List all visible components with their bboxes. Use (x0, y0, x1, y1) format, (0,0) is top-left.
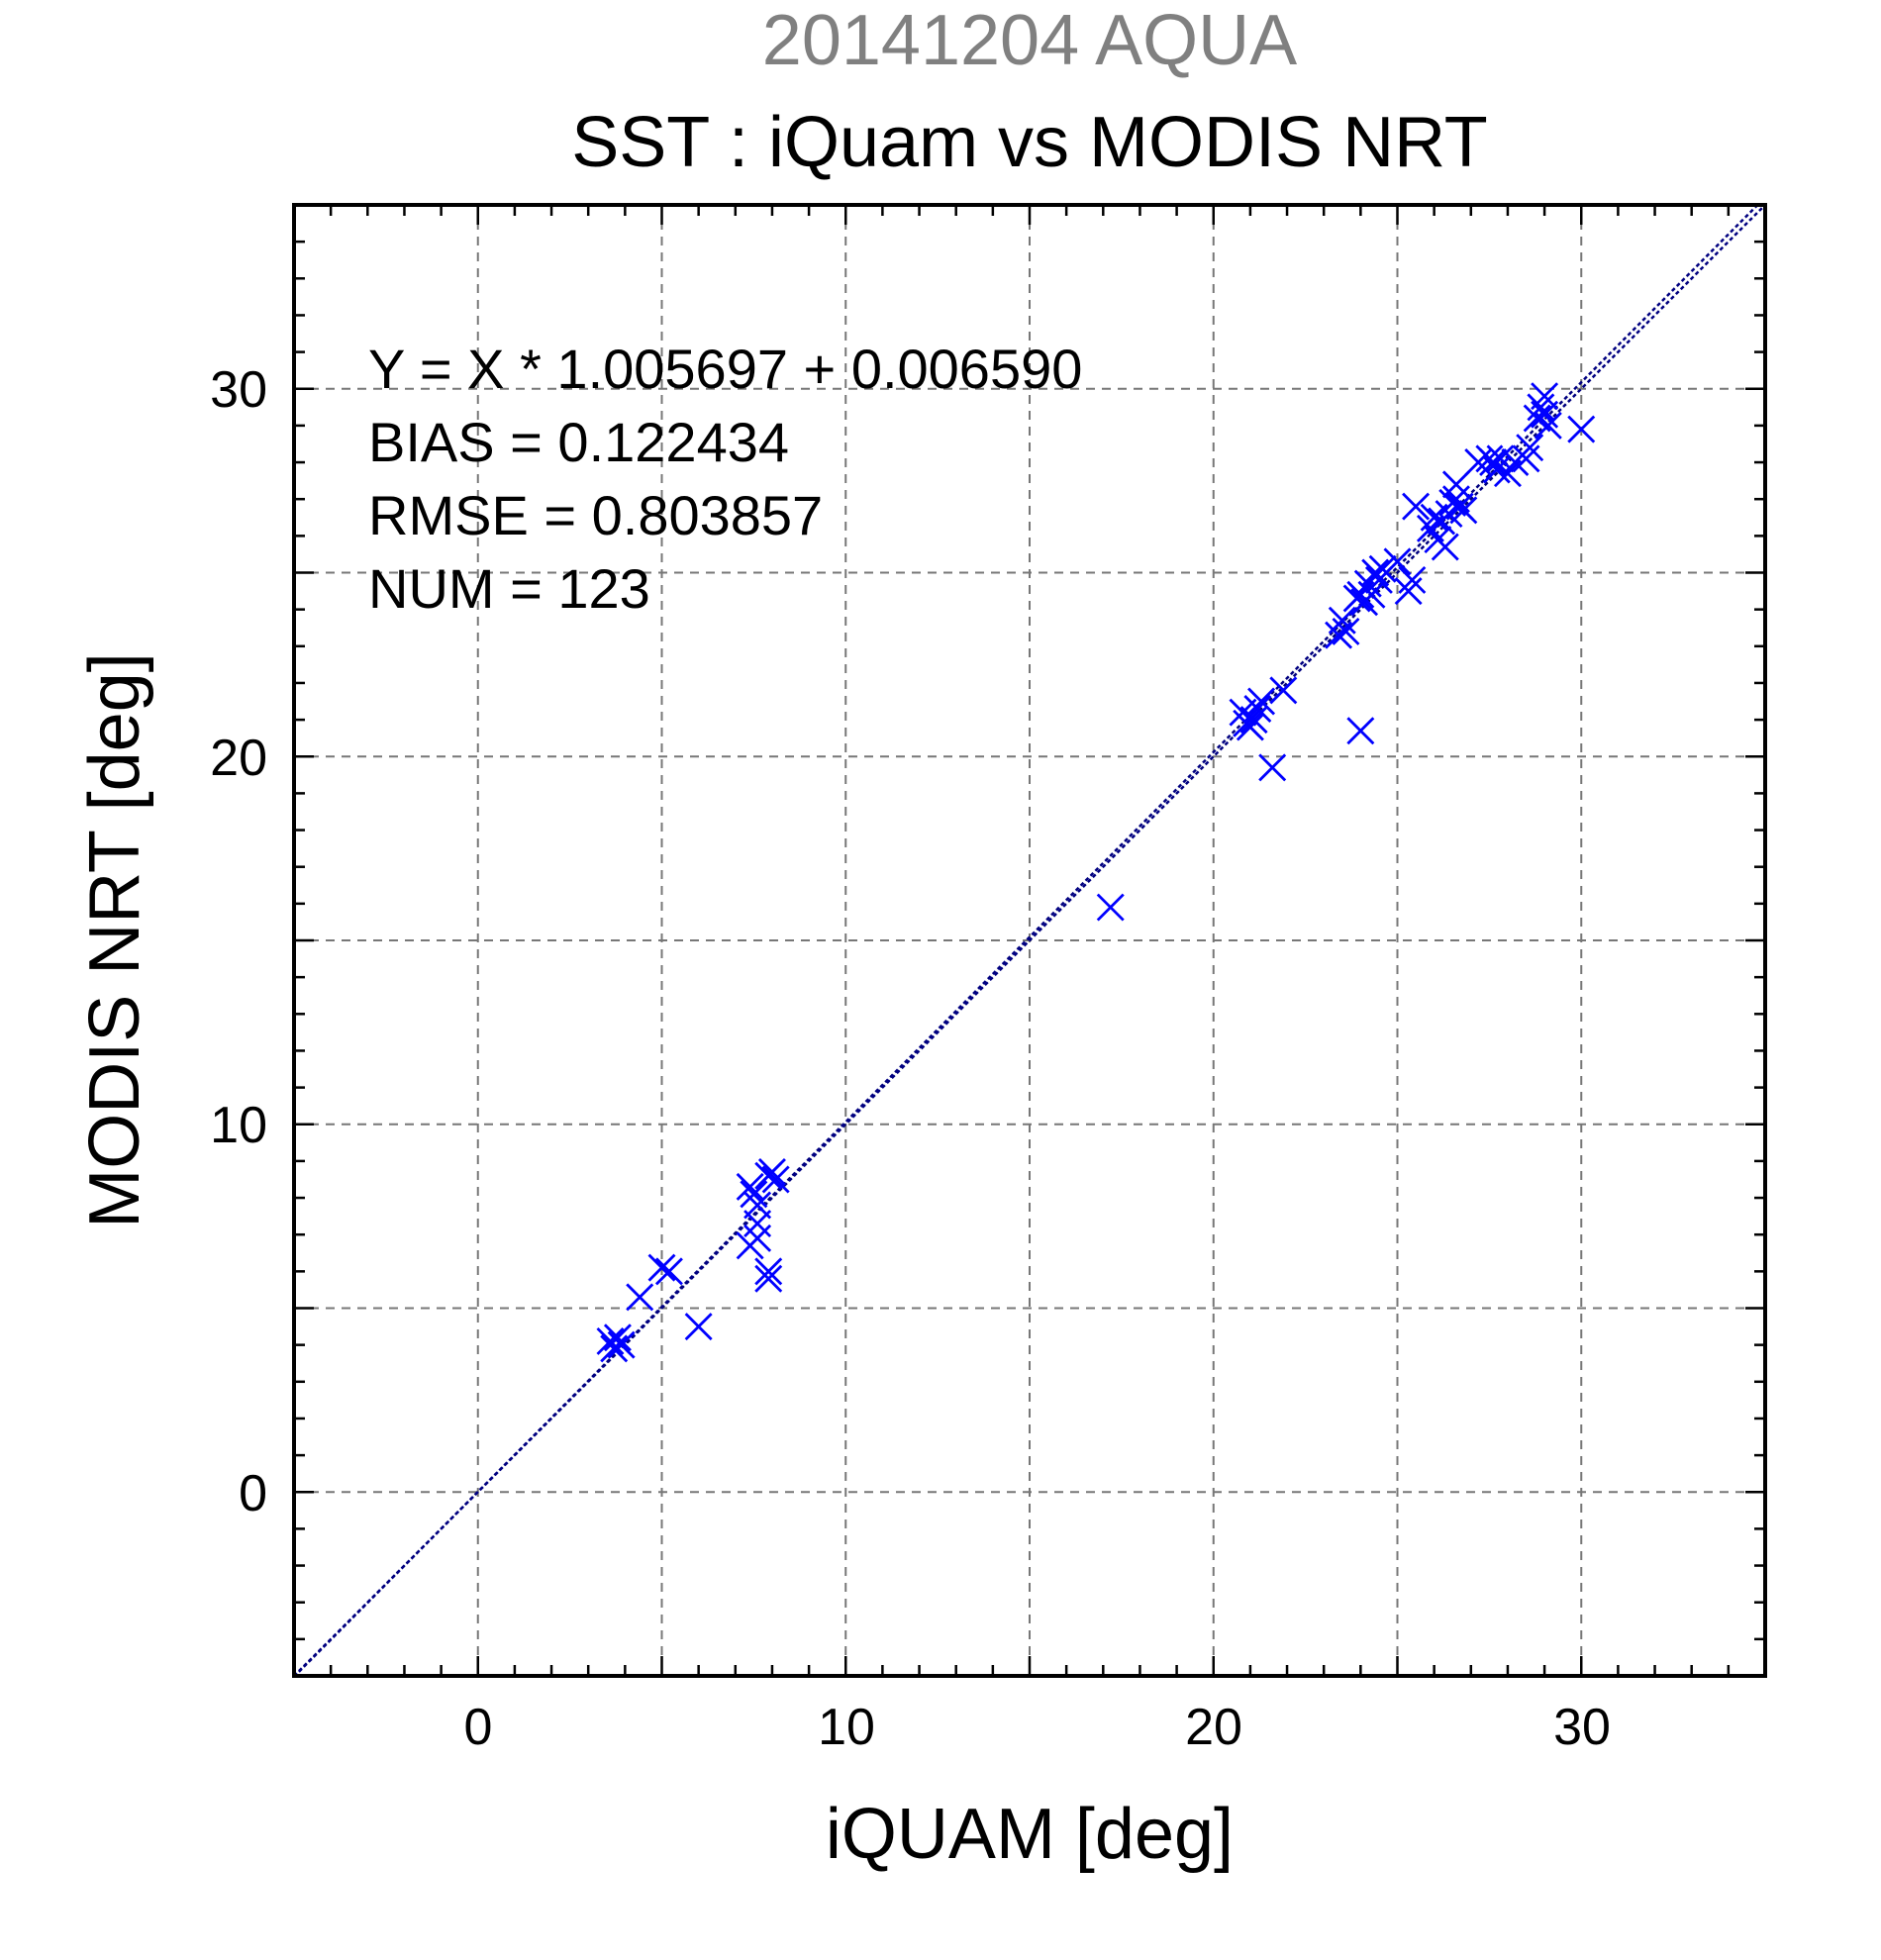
y-tick-label: 0 (239, 1465, 267, 1522)
y-tick-labels: 0 10 20 30 (210, 361, 267, 1522)
data-point (743, 1210, 772, 1238)
data-point (740, 1180, 768, 1209)
y-axis-label: MODIS NRT [deg] (75, 652, 154, 1228)
data-point (1464, 448, 1493, 477)
x-tick-labels: 0 10 20 30 (464, 1699, 1611, 1756)
data-point (626, 1283, 654, 1312)
data-point (1368, 554, 1397, 583)
plot-frame (292, 203, 1767, 1678)
data-point (1328, 606, 1356, 635)
data-point (1243, 694, 1272, 723)
annotation-rmse: RMSE = 0.803857 (368, 484, 823, 546)
data-point (1247, 687, 1276, 716)
data-point (607, 1330, 636, 1359)
y-tick-label: 20 (210, 730, 267, 787)
data-point (1527, 393, 1555, 422)
x-tick-label: 30 (1553, 1699, 1611, 1756)
data-point (1479, 448, 1508, 477)
data-point (1449, 496, 1478, 525)
data-point (1516, 434, 1544, 462)
data-point (757, 1158, 786, 1187)
x-axis-label: iQUAM [deg] (826, 1795, 1234, 1874)
y-tick-label: 30 (210, 361, 267, 419)
data-point (1357, 580, 1386, 609)
data-point (743, 1224, 772, 1252)
annotation-bias: BIAS = 0.122434 (368, 411, 789, 473)
annotation-fit-equation: Y = X * 1.005697 + 0.006590 (368, 338, 1082, 400)
data-point (1332, 617, 1360, 645)
data-point (1269, 676, 1298, 705)
x-tick-label: 20 (1185, 1699, 1242, 1756)
data-point (1531, 400, 1559, 429)
data-point (1402, 492, 1431, 521)
data-point (596, 1326, 625, 1355)
chart-title: 20141204 AQUA (762, 1, 1297, 80)
data-point (754, 1257, 783, 1286)
data-point (1398, 565, 1427, 594)
data-point (1534, 411, 1562, 440)
data-point (1441, 470, 1470, 499)
y-tick-label: 10 (210, 1097, 267, 1154)
data-point (600, 1334, 629, 1363)
data-point (761, 1165, 790, 1194)
chart-subtitle: SST : iQuam vs MODIS NRT (571, 103, 1488, 182)
data-point (1431, 533, 1459, 561)
data-point (654, 1257, 683, 1286)
data-point (1482, 455, 1511, 484)
data-point (603, 1323, 632, 1352)
data-point (684, 1313, 713, 1341)
data-point (1236, 713, 1264, 741)
data-point (647, 1253, 676, 1282)
data-point (754, 1264, 783, 1293)
data-point (1394, 577, 1423, 606)
stats-annotation: Y = X * 1.005697 + 0.006590 BIAS = 0.122… (368, 338, 1082, 620)
data-point (1567, 415, 1596, 443)
annotation-num: NUM = 123 (368, 557, 650, 620)
data-point (1383, 547, 1412, 576)
data-point (1512, 444, 1540, 473)
data-point (1258, 753, 1287, 782)
gridlines (294, 205, 1765, 1676)
data-point (736, 1172, 764, 1201)
data-point (1239, 706, 1268, 735)
x-tick-label: 0 (464, 1699, 493, 1756)
data-points (596, 382, 1596, 1363)
fit-lines (293, 204, 1766, 1678)
x-tick-label: 10 (818, 1699, 875, 1756)
data-point (1346, 717, 1375, 745)
data-point (1361, 558, 1390, 587)
data-point (1096, 893, 1125, 922)
